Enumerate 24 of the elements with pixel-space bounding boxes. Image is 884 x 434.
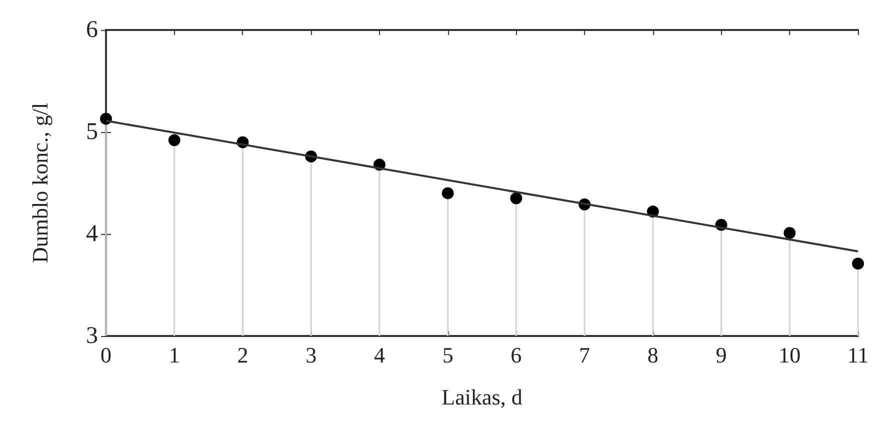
point	[852, 258, 864, 270]
x-tick-label: 10	[778, 342, 801, 368]
x-tick-label: 9	[716, 342, 727, 368]
y-tick-label: 3	[86, 323, 98, 349]
y-tick-label: 4	[86, 221, 98, 247]
x-axis-title: Laikas, d	[442, 384, 522, 410]
x-tick-label: 7	[579, 342, 590, 368]
x-tick-label: 2	[237, 342, 248, 368]
y-axis-title: Dumblo konc., g/l	[28, 102, 52, 264]
x-tick-label: 0	[100, 342, 112, 368]
point	[784, 226, 796, 239]
point	[168, 134, 180, 146]
x-tick-label: 3	[306, 342, 317, 368]
x-tick-label: 4	[374, 342, 385, 368]
x-tick-label: 11	[847, 342, 869, 368]
y-tick-label: 5	[86, 119, 98, 145]
y-tick-label: 6	[86, 17, 98, 43]
x-tick-label: 6	[510, 342, 522, 368]
point	[100, 112, 112, 125]
x-tick-label: 1	[168, 342, 180, 368]
point	[442, 187, 454, 200]
x-tick-label: 5	[442, 342, 454, 368]
point	[510, 192, 522, 204]
x-tick-label: 8	[647, 342, 658, 368]
